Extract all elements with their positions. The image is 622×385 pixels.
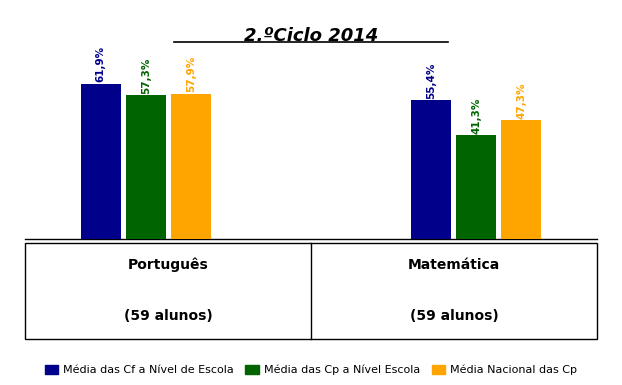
Text: 57,3%: 57,3%	[141, 57, 151, 94]
Text: 61,9%: 61,9%	[96, 46, 106, 82]
Bar	[81, 84, 121, 239]
Text: Matemática: Matemática	[408, 258, 500, 272]
Legend: Média das Cf a Nível de Escola, Média das Cp a Nível Escola, Média Nacional das : Média das Cf a Nível de Escola, Média da…	[40, 360, 582, 380]
Text: 2.ºCiclo 2014: 2.ºCiclo 2014	[244, 27, 378, 45]
Text: 57,9%: 57,9%	[186, 56, 196, 92]
Bar	[126, 95, 165, 239]
Bar	[457, 136, 496, 239]
Text: (59 alunos): (59 alunos)	[124, 310, 212, 323]
Bar	[411, 100, 451, 239]
Text: 47,3%: 47,3%	[516, 82, 526, 119]
Bar	[501, 121, 541, 239]
Text: 41,3%: 41,3%	[471, 97, 481, 134]
Text: 55,4%: 55,4%	[426, 62, 436, 99]
Text: Português: Português	[128, 258, 208, 273]
Bar	[171, 94, 211, 239]
Text: (59 alunos): (59 alunos)	[410, 310, 498, 323]
